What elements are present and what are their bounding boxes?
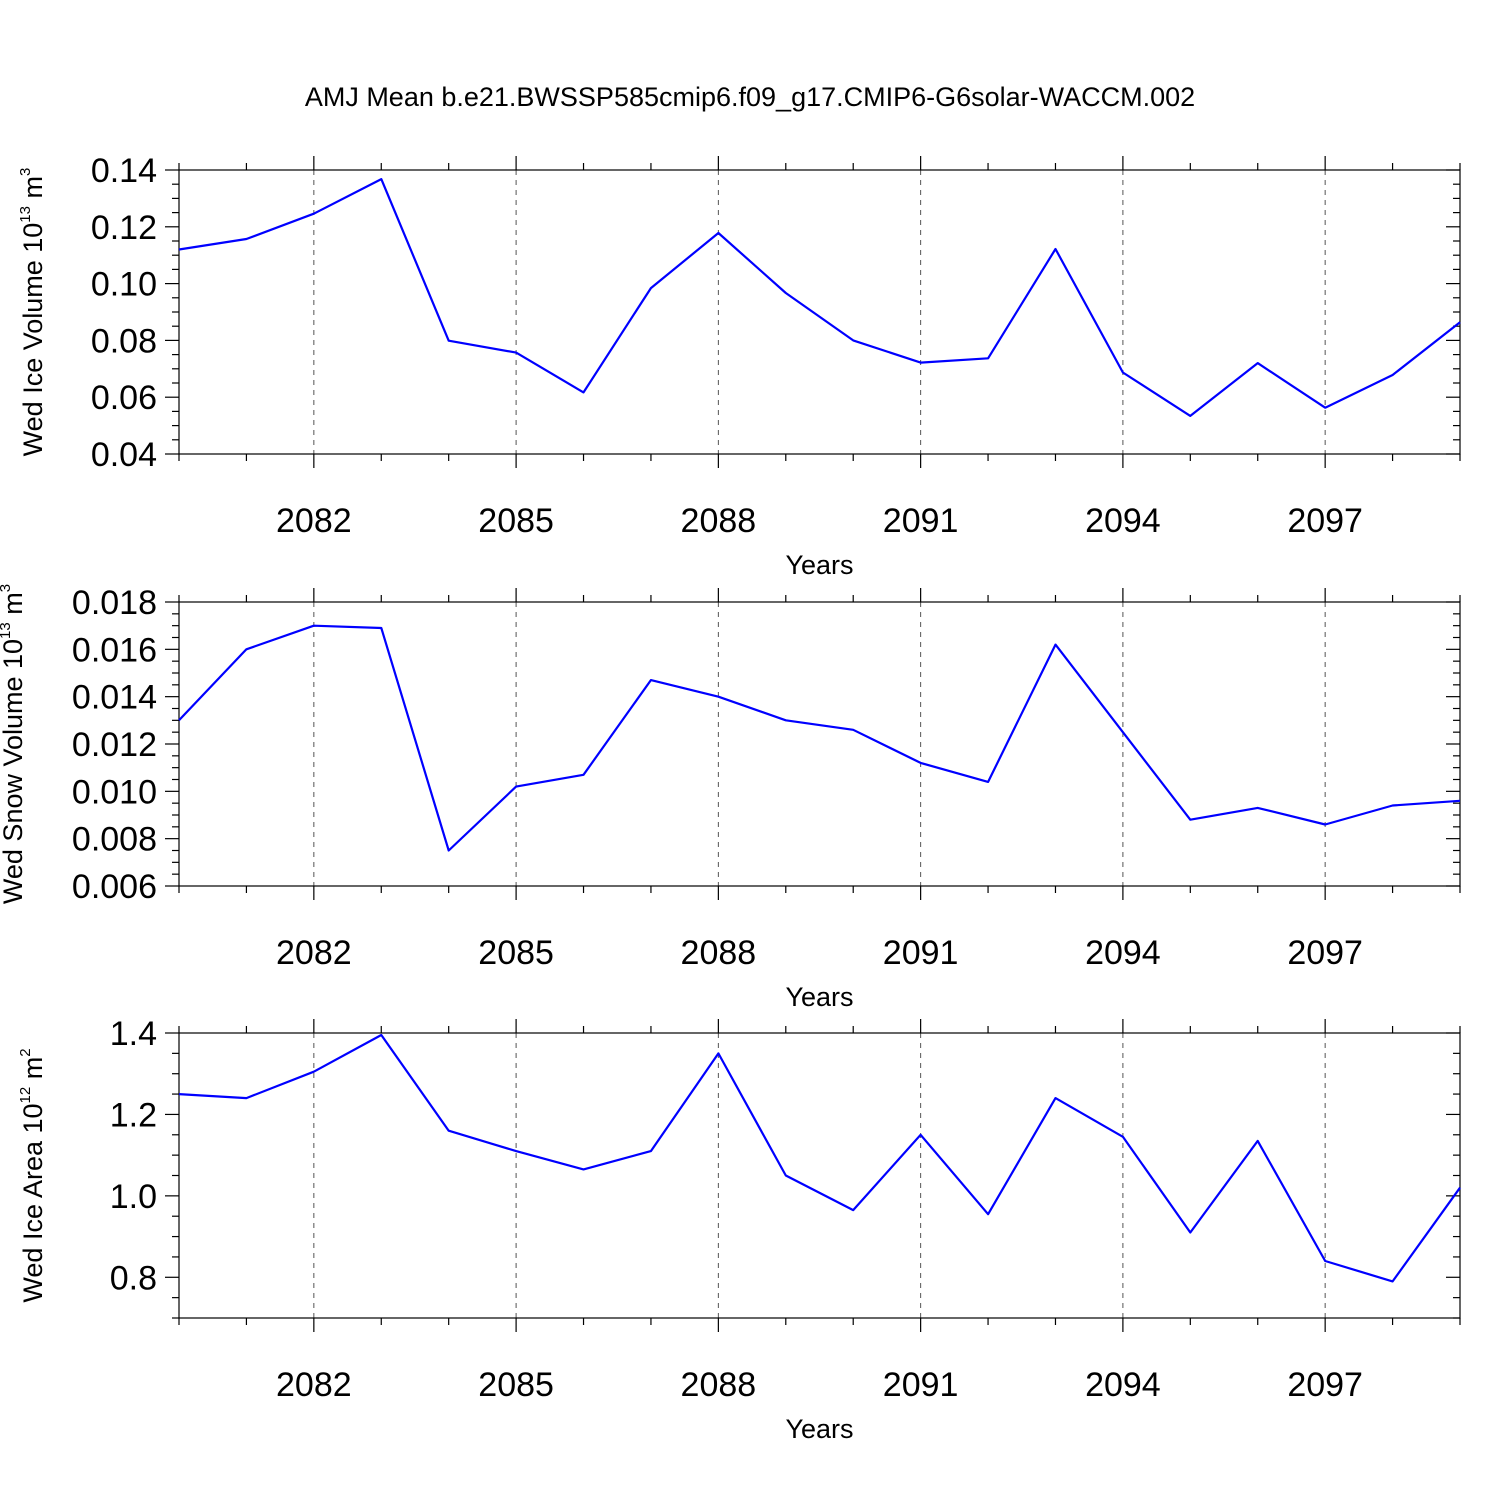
panel-1: 2082 2085 2088 2091 2094 2097 0.04 0.06 0.08 0.10… — [17, 152, 1461, 580]
plot-frame — [178, 169, 1461, 455]
y-tick-label: 0.010 — [72, 773, 157, 811]
y-tick-label: 0.12 — [91, 209, 157, 247]
y-tick-label: 1.4 — [110, 1015, 157, 1053]
x-tick-label: 2085 — [478, 934, 554, 972]
x-tick-label: 2088 — [681, 502, 757, 540]
x-tick-label: 2085 — [478, 502, 554, 540]
x-tick-label: 2082 — [276, 1366, 352, 1404]
x-axis-label: Years — [785, 550, 853, 580]
y-axis-label: Wed Snow Volume 1013 m3 — [0, 584, 28, 904]
x-tick-label: 2088 — [681, 1366, 757, 1404]
y-tick-label: 0.006 — [72, 868, 157, 906]
y-tick-label: 0.04 — [91, 436, 157, 474]
panel-2: 2082 2085 2088 2091 2094 2097 0.006 0.008 0.010 0… — [0, 584, 1461, 1012]
y-axis-label: Wed Ice Volume 1013 m3 — [17, 168, 48, 457]
y-tick-label: 1.0 — [110, 1178, 157, 1216]
x-axis-label: Years — [785, 1414, 853, 1444]
panel-3: 2082 2085 2088 2091 2094 2097 0.8 1.0 1.2 1.4 Year… — [17, 1015, 1461, 1444]
y-tick-label: 0.06 — [91, 379, 157, 417]
x-tick-label: 2085 — [478, 1366, 554, 1404]
x-tick-label: 2082 — [276, 934, 352, 972]
x-tick-label: 2097 — [1287, 934, 1363, 972]
series-line — [178, 624, 1461, 852]
y-tick-label: 0.14 — [91, 152, 157, 190]
x-tick-label: 2088 — [681, 934, 757, 972]
y-tick-label: 0.8 — [110, 1259, 157, 1297]
y-tick-label: 1.2 — [110, 1096, 157, 1134]
y-tick-label: 0.012 — [72, 726, 157, 764]
series-line — [178, 1033, 1461, 1283]
y-tick-label: 0.014 — [72, 679, 157, 717]
x-tick-label: 2094 — [1085, 502, 1161, 540]
series-line — [178, 178, 1461, 417]
y-tick-label: 0.008 — [72, 821, 157, 859]
x-axis-label: Years — [785, 982, 853, 1012]
plot-frame — [178, 1032, 1461, 1319]
x-tick-label: 2094 — [1085, 934, 1161, 972]
x-tick-label: 2091 — [883, 934, 959, 972]
x-tick-label: 2097 — [1287, 1366, 1363, 1404]
y-tick-label: 0.08 — [91, 322, 157, 360]
y-tick-label: 0.016 — [72, 631, 157, 669]
y-tick-label: 0.10 — [91, 266, 157, 304]
x-tick-label: 2091 — [883, 1366, 959, 1404]
y-axis-label: Wed Ice Area 1012 m2 — [17, 1048, 48, 1302]
chart-title: AMJ Mean b.e21.BWSSP585cmip6.f09_g17.CMI… — [305, 82, 1195, 112]
x-tick-label: 2091 — [883, 502, 959, 540]
x-tick-label: 2094 — [1085, 1366, 1161, 1404]
x-tick-label: 2082 — [276, 502, 352, 540]
x-tick-label: 2097 — [1287, 502, 1363, 540]
y-tick-label: 0.018 — [72, 584, 157, 622]
plot-frame — [178, 601, 1461, 887]
